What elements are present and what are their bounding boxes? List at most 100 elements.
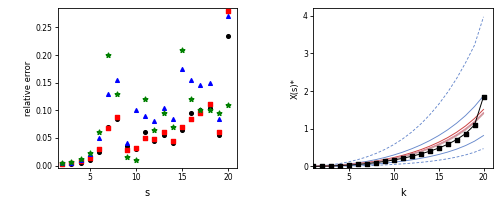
X-axis label: s: s: [145, 188, 150, 198]
X-axis label: k: k: [400, 188, 406, 198]
Point: [416, 152, 424, 156]
Point: [206, 81, 214, 84]
Point: [196, 111, 204, 115]
Point: [470, 123, 478, 127]
Point: [76, 161, 84, 164]
Point: [178, 48, 186, 51]
Point: [114, 117, 122, 120]
Point: [344, 163, 352, 167]
Point: [86, 157, 94, 160]
Point: [95, 150, 103, 153]
Point: [68, 162, 76, 165]
Point: [434, 146, 442, 150]
Point: [141, 131, 149, 134]
Point: [224, 15, 232, 18]
Point: [68, 162, 76, 165]
Point: [187, 117, 195, 120]
Point: [168, 142, 176, 145]
Point: [95, 136, 103, 140]
Point: [187, 111, 195, 115]
Point: [168, 139, 176, 142]
Point: [196, 109, 204, 112]
Point: [168, 125, 176, 129]
Point: [150, 139, 158, 142]
Point: [215, 111, 223, 115]
Point: [187, 98, 195, 101]
Point: [326, 164, 334, 168]
Point: [95, 131, 103, 134]
Point: [86, 158, 94, 162]
Point: [104, 125, 112, 129]
Point: [398, 157, 406, 160]
Point: [122, 149, 130, 152]
Point: [206, 109, 214, 112]
Point: [122, 156, 130, 159]
Point: [141, 136, 149, 140]
Point: [160, 106, 168, 109]
Point: [444, 143, 452, 146]
Point: [132, 146, 140, 150]
Point: [132, 109, 140, 112]
Point: [362, 162, 370, 165]
Point: [58, 162, 66, 165]
Point: [224, 103, 232, 106]
Point: [452, 138, 460, 141]
Point: [390, 158, 398, 162]
Point: [196, 84, 204, 87]
Point: [178, 128, 186, 131]
Point: [104, 92, 112, 95]
Point: [160, 134, 168, 137]
Point: [122, 145, 130, 148]
Point: [58, 161, 66, 164]
Point: [354, 163, 362, 166]
Point: [150, 128, 158, 131]
Point: [160, 131, 168, 134]
Point: [178, 67, 186, 71]
Point: [114, 78, 122, 82]
Point: [104, 53, 112, 57]
Point: [480, 95, 488, 98]
Point: [86, 153, 94, 156]
Point: [68, 161, 76, 164]
Point: [318, 165, 326, 168]
Point: [336, 164, 344, 167]
Point: [372, 161, 380, 164]
Point: [76, 157, 84, 161]
Point: [215, 131, 223, 134]
Point: [122, 142, 130, 145]
Point: [178, 125, 186, 129]
Point: [215, 134, 223, 137]
Point: [426, 150, 434, 153]
Point: [462, 132, 469, 135]
Point: [114, 92, 122, 95]
Point: [160, 111, 168, 115]
Point: [150, 137, 158, 141]
Point: [380, 160, 388, 163]
Point: [132, 158, 140, 162]
Point: [95, 147, 103, 151]
Point: [206, 102, 214, 105]
Point: [196, 109, 204, 112]
Point: [150, 120, 158, 123]
Point: [68, 161, 76, 164]
Point: [132, 147, 140, 151]
Point: [224, 34, 232, 37]
Y-axis label: X(s)*: X(s)*: [291, 78, 300, 99]
Point: [141, 114, 149, 118]
Point: [76, 160, 84, 163]
Point: [76, 158, 84, 162]
Y-axis label: relative error: relative error: [24, 61, 33, 116]
Point: [58, 163, 66, 166]
Point: [86, 152, 94, 155]
Point: [206, 106, 214, 109]
Point: [215, 117, 223, 120]
Point: [187, 78, 195, 82]
Point: [224, 9, 232, 13]
Point: [114, 115, 122, 119]
Point: [58, 162, 66, 165]
Point: [104, 126, 112, 130]
Point: [168, 117, 176, 120]
Point: [408, 155, 416, 158]
Point: [308, 165, 316, 168]
Point: [141, 98, 149, 101]
